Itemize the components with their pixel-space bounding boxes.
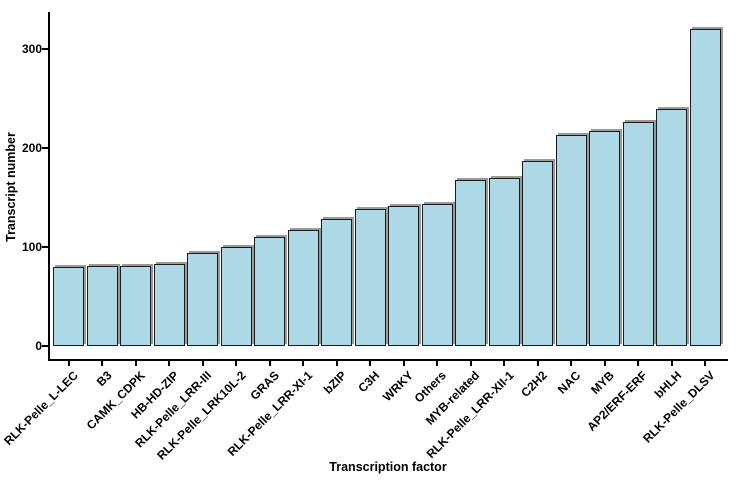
- x-tick: [201, 361, 204, 366]
- y-tick: [42, 147, 48, 150]
- bar: [589, 131, 620, 346]
- x-tick: [503, 361, 505, 366]
- bar: [153, 263, 185, 346]
- bar: [321, 219, 352, 346]
- x-tick: [670, 361, 673, 366]
- bar: [53, 266, 84, 346]
- x-tick: [335, 361, 338, 366]
- bar: [220, 247, 252, 346]
- bar: [522, 161, 553, 346]
- bar: [287, 230, 319, 346]
- bar: [656, 108, 687, 346]
- x-tick: [570, 361, 572, 366]
- y-tick: [42, 345, 48, 347]
- bar: [455, 179, 486, 346]
- x-tick-label: C2H2: [518, 368, 550, 400]
- x-axis-line: [48, 359, 728, 361]
- bar: [689, 28, 721, 346]
- x-axis-title: Transcription factor: [329, 460, 447, 474]
- bar: [421, 203, 453, 346]
- x-tick: [536, 361, 539, 366]
- x-tick: [168, 361, 170, 366]
- y-tick-label: 200: [21, 141, 42, 156]
- bar: [254, 237, 285, 346]
- x-tick: [67, 361, 70, 366]
- x-tick: [101, 361, 103, 366]
- bar: [354, 208, 386, 346]
- x-tick-label: WRKY: [379, 368, 416, 405]
- y-tick: [42, 246, 48, 249]
- x-tick: [603, 361, 606, 366]
- x-tick: [134, 361, 137, 366]
- x-tick-label: NAC: [554, 368, 584, 397]
- y-tick-label: 100: [21, 240, 42, 255]
- x-tick-label: RLK-Pelle_L-LEC: [1, 368, 81, 448]
- x-tick: [369, 361, 371, 366]
- bar: [622, 122, 654, 346]
- x-tick-label: MYB: [587, 368, 617, 398]
- bar: [187, 253, 218, 346]
- x-tick-label: C3H: [355, 368, 383, 396]
- x-tick-label: bZIP: [320, 368, 349, 397]
- bar: [120, 265, 151, 346]
- bar: [388, 205, 419, 346]
- x-tick: [235, 361, 237, 366]
- y-tick-label: 300: [21, 42, 42, 57]
- bar: [555, 135, 587, 346]
- x-tick: [268, 361, 271, 366]
- x-tick: [469, 361, 472, 366]
- x-tick: [302, 361, 304, 366]
- y-tick: [42, 48, 48, 51]
- x-tick: [436, 361, 438, 366]
- x-tick: [402, 361, 405, 366]
- x-tick: [704, 361, 706, 366]
- y-tick-label: 0: [35, 339, 42, 353]
- x-tick: [637, 361, 639, 366]
- x-tick-label: B3: [93, 368, 115, 390]
- y-axis-line: [48, 12, 50, 361]
- y-axis-title: Transcript number: [4, 132, 18, 242]
- bar: [488, 177, 520, 346]
- bar: [86, 265, 118, 346]
